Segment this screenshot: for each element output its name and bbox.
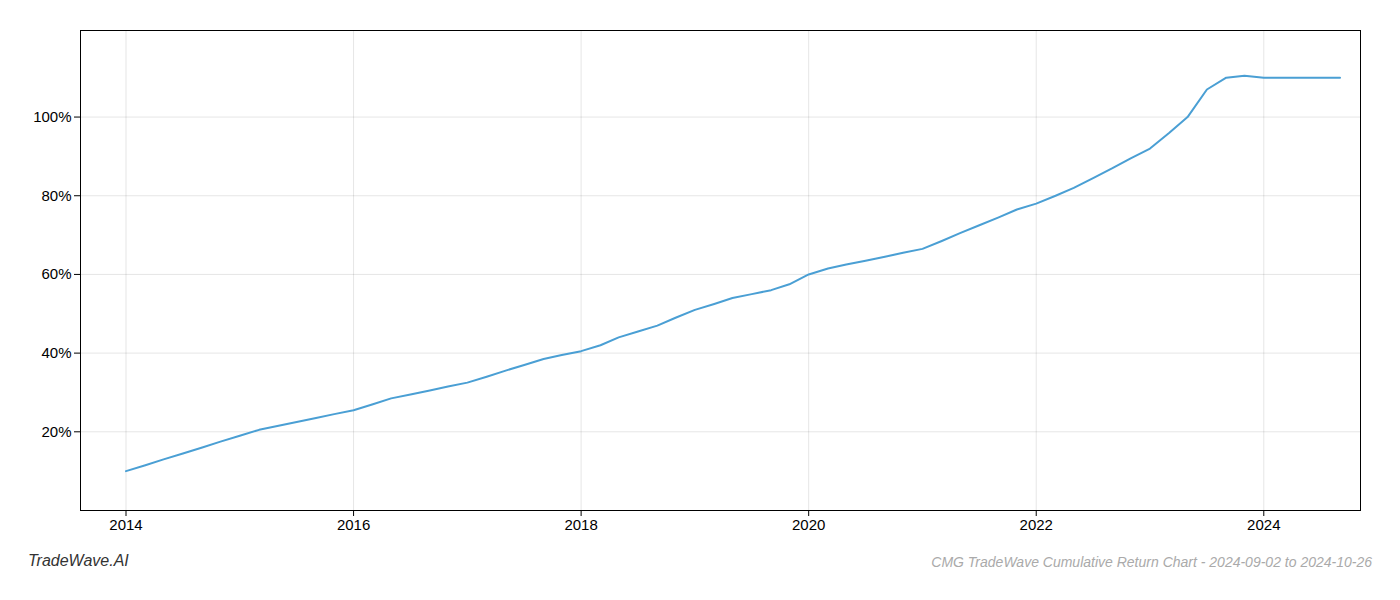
svg-text:40%: 40% — [41, 344, 71, 361]
svg-text:2022: 2022 — [1020, 516, 1053, 533]
svg-text:2016: 2016 — [337, 516, 370, 533]
svg-text:20%: 20% — [41, 423, 71, 440]
html-text:TradeWave.AI: TradeWave.AI — [28, 552, 129, 569]
svg-text:60%: 60% — [41, 265, 71, 282]
svg-text:2024: 2024 — [1247, 516, 1280, 533]
svg-text:2014: 2014 — [109, 516, 142, 533]
svg-text:2020: 2020 — [792, 516, 825, 533]
svg-text:100%: 100% — [33, 108, 71, 125]
html-text:CMG TradeWave Cumulative Retur: CMG TradeWave Cumulative Return Chart - … — [931, 554, 1372, 570]
svg-text:80%: 80% — [41, 187, 71, 204]
svg-text:2018: 2018 — [564, 516, 597, 533]
